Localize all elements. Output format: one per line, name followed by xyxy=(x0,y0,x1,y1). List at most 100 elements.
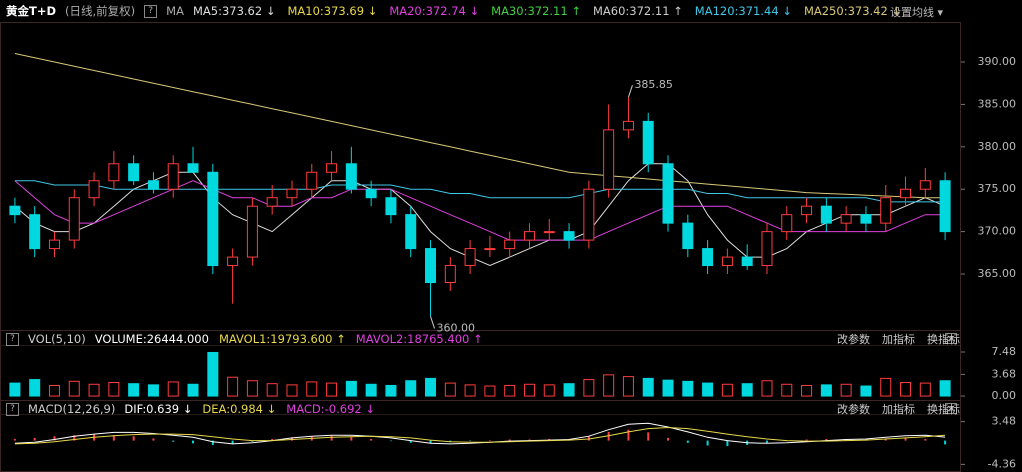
candle-body xyxy=(345,163,357,190)
candle-body xyxy=(761,231,773,267)
volume-bar xyxy=(662,379,674,397)
help-icon[interactable]: ? xyxy=(6,332,19,346)
candle-body xyxy=(128,163,140,182)
volume-bar xyxy=(128,383,140,397)
volume-bar xyxy=(543,384,555,397)
candle-body xyxy=(425,248,437,284)
buttons: 改参数 加指标 换指标 xyxy=(837,402,960,416)
candle-body xyxy=(88,180,100,199)
candle-body xyxy=(484,248,496,251)
volume-bar xyxy=(9,382,21,397)
candle-body xyxy=(860,214,872,224)
help-icon[interactable]: ? xyxy=(144,4,158,18)
y-tick-label: 385.00 xyxy=(978,97,1017,110)
candle-body xyxy=(405,214,417,250)
settings[interactable]: 设置均线 ▾ xyxy=(890,6,944,19)
candle-body xyxy=(385,197,397,216)
volume-header: ? VOL(5,10) VOLUME:26444.000 MAVOL1:19793… xyxy=(6,331,483,347)
volume-bar xyxy=(900,382,912,397)
volume-bar xyxy=(781,383,793,397)
button[interactable]: 换指标 xyxy=(927,333,960,346)
ma-line xyxy=(14,53,946,199)
price-header: 黄金T+D (日线,前复权) ? MA MA5:373.62 ↓ MA10:373… xyxy=(6,3,901,19)
candle-body xyxy=(286,188,298,199)
title: 黄金T+D xyxy=(6,4,57,18)
candle-body xyxy=(721,256,733,267)
candle-body xyxy=(801,205,813,216)
y-tick-label: 7.48 xyxy=(992,345,1017,358)
volume-bar xyxy=(583,379,595,397)
help-icon[interactable]: ? xyxy=(6,402,19,416)
volume-bar xyxy=(306,381,318,397)
candle-body xyxy=(207,171,219,267)
volume-bar xyxy=(761,380,773,397)
button[interactable]: 加指标 xyxy=(882,403,915,416)
candle-body xyxy=(187,163,199,173)
candle-body xyxy=(702,248,714,267)
candle-body xyxy=(444,265,456,284)
legend-entry: MA120:371.44 ↓ xyxy=(694,4,792,18)
candle-body xyxy=(365,188,377,199)
annotation-arrow xyxy=(627,85,633,98)
volume-bar xyxy=(385,384,397,397)
volume-bar xyxy=(88,383,100,397)
volume-bar xyxy=(563,383,575,397)
dea-line xyxy=(14,426,946,445)
volume-bar xyxy=(840,383,852,397)
candle-body xyxy=(9,205,21,216)
volume-bar xyxy=(167,381,179,397)
indicator-value: DIF:0.639 ↓ xyxy=(124,402,193,416)
button[interactable]: 换指标 xyxy=(927,403,960,416)
candle-body xyxy=(48,239,60,250)
y-tick-label: 370.00 xyxy=(978,225,1017,238)
indicator-value: MACD:-0.692 ↓ xyxy=(286,402,375,416)
volume-bar xyxy=(464,384,476,397)
volume-bar xyxy=(68,380,80,397)
candle-body xyxy=(246,205,258,258)
y-tick-label: 380.00 xyxy=(978,140,1017,153)
volume-bar xyxy=(523,383,535,397)
indicator-value: DEA:0.984 ↓ xyxy=(202,402,277,416)
macd-header: ? MACD(12,26,9) DIF:0.639 ↓ DEA:0.984 ↓ MA… xyxy=(6,401,375,417)
close-button[interactable] xyxy=(945,403,957,414)
candle-body xyxy=(147,180,159,190)
volume-bar xyxy=(147,384,159,397)
candle-body xyxy=(820,205,832,224)
y-tick-label: 365.00 xyxy=(978,267,1017,280)
candle-body xyxy=(464,248,476,267)
close-button[interactable] xyxy=(945,333,957,344)
button[interactable]: 改参数 xyxy=(837,403,870,416)
candle-body xyxy=(504,239,516,250)
y-tick-label: 390.00 xyxy=(978,55,1017,68)
annotation: 360.00 xyxy=(437,321,476,334)
dif-line xyxy=(14,422,946,445)
legend-entry: MA10:373.69 ↓ xyxy=(287,4,378,18)
buttons: 改参数 加指标 换指标 xyxy=(837,332,960,346)
legend-entry: MA250:373.42 ↓ xyxy=(803,4,902,18)
volume-bar xyxy=(801,384,813,397)
candle-body xyxy=(682,222,694,250)
volume-bar xyxy=(246,380,258,397)
volume-bar xyxy=(207,351,219,397)
candle-body xyxy=(108,163,120,182)
volume-bar xyxy=(365,383,377,397)
button[interactable]: 改参数 xyxy=(837,333,870,346)
candle-body xyxy=(781,214,793,233)
y-tick-label: 0.00 xyxy=(992,389,1017,402)
volume-bar xyxy=(444,382,456,397)
volume-bar xyxy=(860,385,872,397)
legend-entry: MA60:372.11 ↑ xyxy=(592,4,683,18)
y-tick-label: 3.48 xyxy=(992,415,1017,428)
candle-body xyxy=(167,163,179,190)
candle-body xyxy=(919,180,931,190)
button[interactable]: 加指标 xyxy=(882,333,915,346)
ma-label: MA xyxy=(166,4,184,18)
indicator-values: DIF:0.639 ↓ DEA:0.984 ↓ MACD:-0.692 ↓ xyxy=(124,402,375,416)
volume-bar xyxy=(919,382,931,397)
volume-bar xyxy=(227,376,239,397)
legend-entry: MA20:372.74 ↓ xyxy=(389,4,480,18)
annotation-arrow xyxy=(430,316,435,329)
candle-body xyxy=(880,197,892,224)
